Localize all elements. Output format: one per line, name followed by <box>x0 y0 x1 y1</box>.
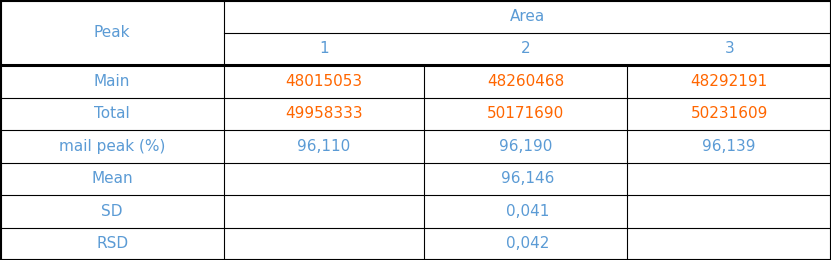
Text: Mean: Mean <box>91 171 133 186</box>
Text: 0,041: 0,041 <box>506 204 549 219</box>
Text: 48292191: 48292191 <box>691 74 768 89</box>
Text: 96,110: 96,110 <box>297 139 351 154</box>
Text: mail peak (%): mail peak (%) <box>59 139 165 154</box>
Text: RSD: RSD <box>96 236 128 251</box>
Text: 0,042: 0,042 <box>506 236 549 251</box>
Text: 2: 2 <box>521 41 530 56</box>
Text: 96,190: 96,190 <box>499 139 553 154</box>
Text: SD: SD <box>101 204 123 219</box>
Text: 96,139: 96,139 <box>702 139 756 154</box>
Text: 1: 1 <box>319 41 329 56</box>
Text: Peak: Peak <box>94 25 130 40</box>
Text: Main: Main <box>94 74 130 89</box>
Text: 48260468: 48260468 <box>487 74 564 89</box>
Text: 96,146: 96,146 <box>501 171 554 186</box>
Text: 49958333: 49958333 <box>285 106 363 121</box>
Text: 50231609: 50231609 <box>691 106 768 121</box>
Text: 48015053: 48015053 <box>286 74 362 89</box>
Text: 3: 3 <box>725 41 734 56</box>
Text: Total: Total <box>94 106 130 121</box>
Text: 50171690: 50171690 <box>487 106 564 121</box>
Text: Area: Area <box>510 9 545 24</box>
